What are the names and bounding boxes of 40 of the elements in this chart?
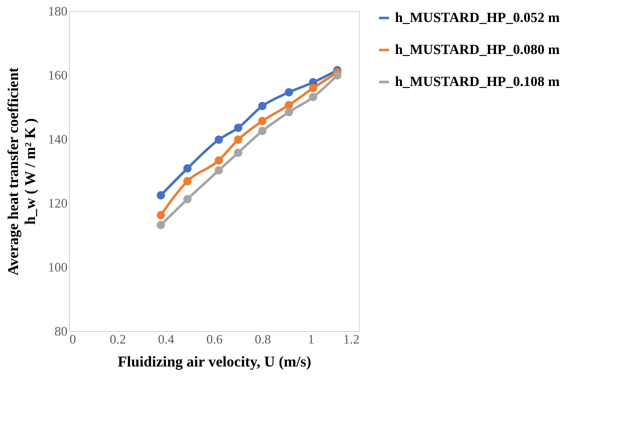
point <box>258 116 267 126</box>
y-tick-label: 80 <box>54 324 68 338</box>
x-tick-label: 0.4 <box>158 332 175 346</box>
x-tick-label: 0.6 <box>206 332 224 346</box>
point <box>284 88 294 96</box>
point <box>183 194 192 204</box>
legend-label: h_MUSTARD_HP_0.108 m <box>395 75 560 90</box>
y-tick-label: 180 <box>48 4 68 18</box>
y-tick-label: 140 <box>48 132 68 146</box>
text: h_w ( W / m² K ) <box>23 118 39 225</box>
point <box>333 71 342 80</box>
point <box>183 177 192 186</box>
point <box>234 135 242 144</box>
y-tick-label: 120 <box>48 196 68 210</box>
y-tick-label: 160 <box>48 68 68 82</box>
point <box>214 135 224 144</box>
point <box>156 220 166 230</box>
x-tick-label: 0 <box>70 332 76 346</box>
point <box>308 84 318 92</box>
point <box>308 92 318 102</box>
text: Average heat transfer coefficient <box>6 67 22 276</box>
point <box>234 148 242 157</box>
point <box>214 166 224 175</box>
point <box>156 191 166 200</box>
legend-label: h_MUSTARD_HP_0.052 m <box>395 11 560 26</box>
x-tick-label: 1 <box>308 332 314 346</box>
point <box>258 102 267 110</box>
point <box>284 108 294 116</box>
point <box>284 100 294 110</box>
point <box>234 124 242 132</box>
legend-label: h_MUSTARD_HP_0.080 m <box>395 43 560 58</box>
x-axis-title: Fluidizing air velocity, U (m/s) <box>118 354 312 370</box>
point <box>156 210 166 220</box>
point <box>258 126 267 136</box>
point <box>183 164 192 173</box>
x-tick-label: 0.8 <box>254 332 271 346</box>
point <box>214 156 224 165</box>
x-tick-label: 0.2 <box>110 332 126 346</box>
y-tick-label: 100 <box>48 260 68 274</box>
x-tick-label: 1.2 <box>343 332 360 346</box>
